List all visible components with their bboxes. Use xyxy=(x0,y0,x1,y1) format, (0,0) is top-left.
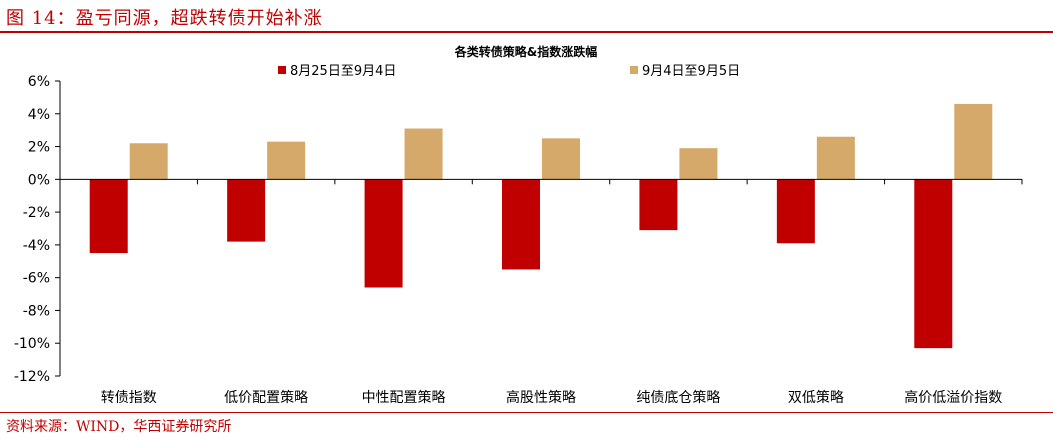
bar-series-2 xyxy=(404,128,443,180)
bar-series-2 xyxy=(129,143,168,180)
y-tick-label: -8% xyxy=(23,303,50,319)
bar-series-2 xyxy=(954,103,993,180)
figure-title: 图 14：盈亏同源，超跌转债开始补涨 xyxy=(6,8,323,29)
legend-swatch-series-2 xyxy=(630,66,638,74)
y-tick-label: -6% xyxy=(23,271,50,287)
bar-series-1 xyxy=(227,179,266,242)
legend-label-series-2: 9月4日至9月5日 xyxy=(642,64,740,79)
x-tick-label: 转债指数 xyxy=(101,390,157,406)
bar-series-1 xyxy=(89,179,128,254)
y-tick-label: 0% xyxy=(28,172,50,188)
bar-series-1 xyxy=(364,179,403,288)
source-note: 资料来源：WIND，华西证券研究所 xyxy=(6,419,232,435)
chart-title: 各类转债策略&指数涨跌幅 xyxy=(454,44,597,59)
x-tick-label: 高股性策略 xyxy=(506,389,576,406)
y-tick-label: -10% xyxy=(14,336,50,352)
x-tick-label: 双低策略 xyxy=(788,389,844,406)
y-tick-label: -4% xyxy=(23,238,50,254)
legend: 8月25日至9月4日 9月4日至9月5日 xyxy=(278,64,740,79)
legend-swatch-series-1 xyxy=(278,66,286,74)
bars xyxy=(89,103,993,349)
y-tick-label: 4% xyxy=(28,107,50,123)
bar-series-1 xyxy=(776,179,815,244)
x-tick-label: 中性配置策略 xyxy=(362,389,446,406)
title-divider xyxy=(0,31,1053,33)
y-tick-label: -2% xyxy=(23,205,50,221)
bar-series-1 xyxy=(639,179,678,231)
x-tick-label: 高价低溢价指数 xyxy=(904,389,1002,406)
legend-label-series-1: 8月25日至9月4日 xyxy=(290,64,396,79)
footer-divider xyxy=(0,412,1053,413)
y-tick-label: 6% xyxy=(28,74,50,90)
bar-series-2 xyxy=(816,136,855,180)
y-tick-label: 2% xyxy=(28,140,50,156)
x-tick-label: 纯债底仓策略 xyxy=(636,389,720,406)
bar-series-2 xyxy=(267,141,306,180)
x-tick-label: 低价配置策略 xyxy=(224,389,308,406)
x-axis: 转债指数 低价配置策略 中性配置策略 高股性策略 纯债底仓策略 双低策略 高价低溢价指数 xyxy=(59,178,1023,406)
bar-series-2 xyxy=(542,138,580,180)
bar-series-2 xyxy=(679,148,718,180)
bar-series-1 xyxy=(914,179,953,349)
y-tick-label: -12% xyxy=(14,369,50,385)
y-axis: 6% 4% 2% 0% -2% -4% -6% -8% -10% -12% xyxy=(14,74,61,385)
bar-series-1 xyxy=(502,179,540,270)
